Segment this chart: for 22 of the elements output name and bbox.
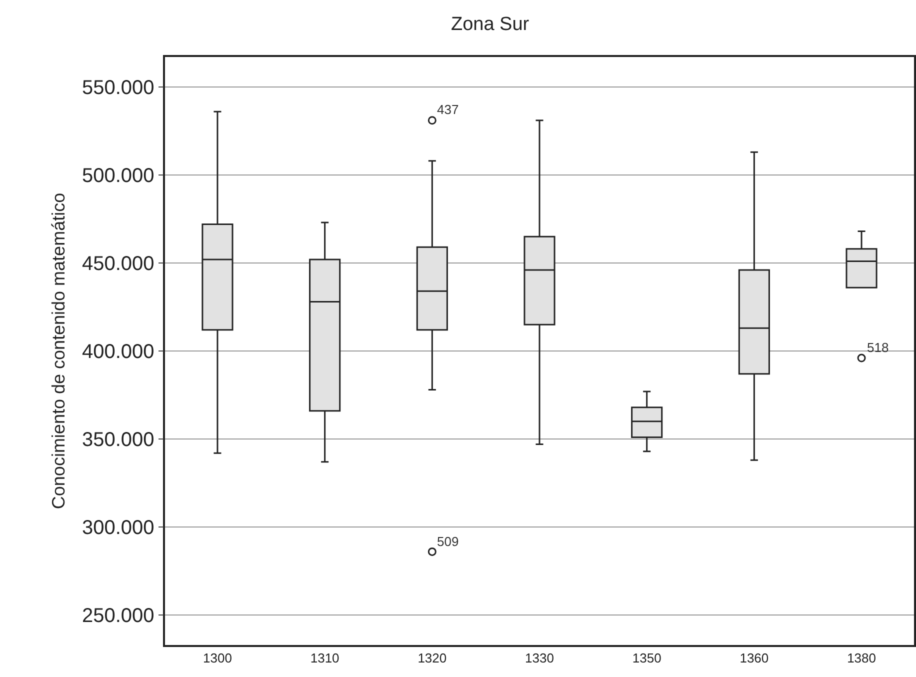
- annotation: 437: [437, 102, 459, 117]
- x-tick-label: 1300: [203, 650, 232, 666]
- x-tick-label: 1360: [740, 650, 769, 666]
- x-tick-label: 1380: [847, 650, 876, 666]
- y-tick-label: 300.000: [82, 517, 154, 540]
- y-tick-label: 450.000: [82, 252, 154, 275]
- chart-title: Zona Sur: [450, 14, 530, 36]
- point: [857, 354, 866, 362]
- y-tick-label: 400.000: [82, 341, 154, 363]
- y-tick-label: 250.000: [82, 605, 154, 628]
- y-tick-label: 550.000: [82, 76, 154, 99]
- x-tick-label: 1320: [418, 650, 447, 666]
- point: [428, 547, 436, 556]
- x-tick-label: 1350: [632, 650, 662, 666]
- y-tick-label: 500.000: [82, 164, 154, 187]
- annotation: 518: [867, 340, 889, 355]
- y-axis-title: Conocimiento de contenido matemático: [48, 192, 69, 510]
- x-tick-label: 1310: [310, 650, 340, 666]
- y-tick-label: 350.000: [82, 429, 154, 452]
- annotation: 509: [437, 534, 459, 549]
- point: [428, 116, 436, 125]
- x-tick-label: 1330: [525, 650, 554, 666]
